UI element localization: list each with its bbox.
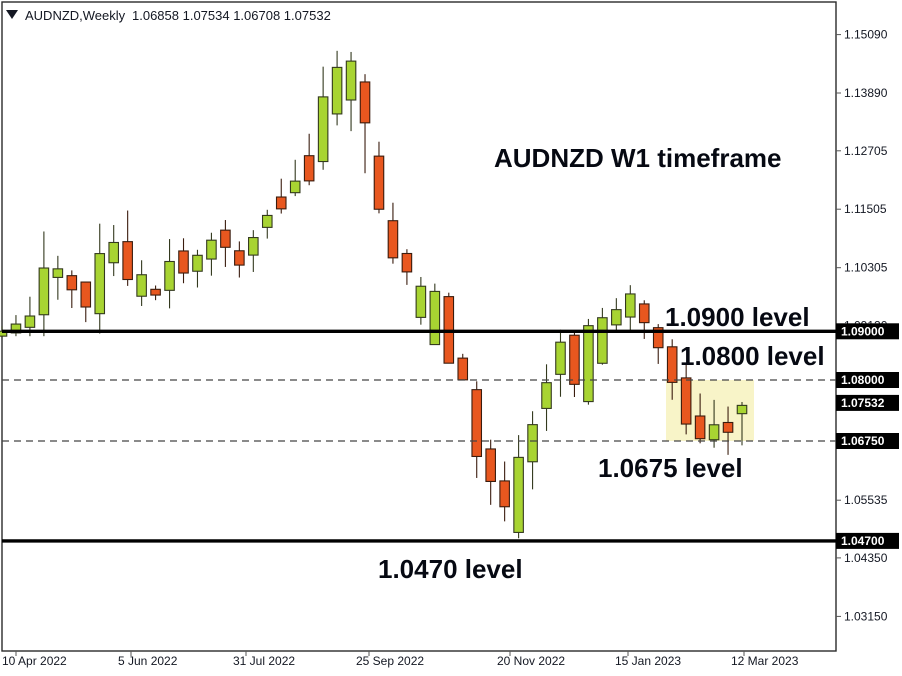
svg-text:20 Nov 2022: 20 Nov 2022 <box>497 654 565 668</box>
svg-text:1.04700: 1.04700 <box>841 534 885 548</box>
svg-text:AUDNZD,Weekly: AUDNZD,Weekly <box>25 8 126 23</box>
svg-text:AUDNZD W1 timeframe: AUDNZD W1 timeframe <box>494 143 782 173</box>
svg-text:1.06858 1.07534 1.06708 1.0753: 1.06858 1.07534 1.06708 1.07532 <box>132 8 331 23</box>
svg-text:15 Jan 2023: 15 Jan 2023 <box>615 654 681 668</box>
svg-text:1.04350: 1.04350 <box>844 551 888 565</box>
svg-text:5 Jun 2022: 5 Jun 2022 <box>118 654 178 668</box>
svg-text:31 Jul 2022: 31 Jul 2022 <box>233 654 295 668</box>
svg-text:1.09000: 1.09000 <box>841 324 885 338</box>
svg-text:1.0470 level: 1.0470 level <box>378 554 523 584</box>
svg-text:1.0675 level: 1.0675 level <box>598 453 743 483</box>
svg-text:1.0900 level: 1.0900 level <box>665 302 810 332</box>
svg-text:1.05535: 1.05535 <box>844 493 888 507</box>
svg-text:1.06750: 1.06750 <box>841 434 885 448</box>
svg-text:1.10305: 1.10305 <box>844 261 888 275</box>
svg-text:1.12705: 1.12705 <box>844 144 888 158</box>
svg-text:1.13890: 1.13890 <box>844 86 888 100</box>
svg-text:1.03150: 1.03150 <box>844 609 888 623</box>
svg-text:1.15090: 1.15090 <box>844 28 888 42</box>
svg-text:25 Sep 2022: 25 Sep 2022 <box>356 654 424 668</box>
svg-text:1.08000: 1.08000 <box>841 373 885 387</box>
svg-text:1.0800 level: 1.0800 level <box>680 341 825 371</box>
svg-text:10 Apr 2022: 10 Apr 2022 <box>2 654 67 668</box>
svg-text:1.11505: 1.11505 <box>844 202 887 216</box>
svg-text:12 Mar 2023: 12 Mar 2023 <box>731 654 799 668</box>
svg-text:1.07532: 1.07532 <box>841 396 885 410</box>
